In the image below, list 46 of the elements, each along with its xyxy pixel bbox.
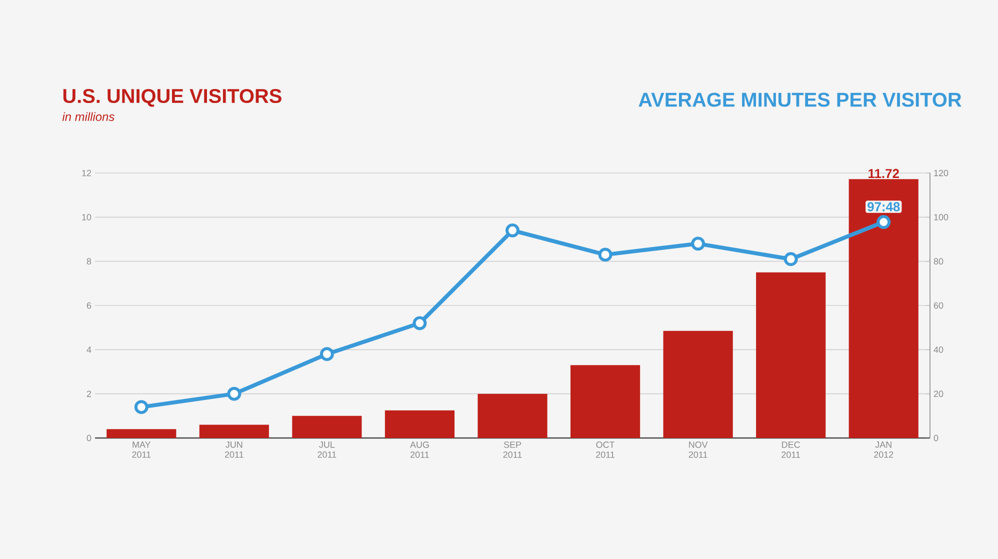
point [784, 252, 798, 266]
y-tick-label: 12 [82, 170, 92, 176]
y-tick-label: 10 [82, 214, 92, 220]
bar [663, 330, 733, 438]
y2-tick-label: 40 [934, 346, 944, 353]
x-tick-label: OCT 2011 [596, 442, 615, 458]
y-tick-label: 0 [86, 434, 92, 442]
x-tick-label: MAY 2011 [132, 442, 151, 458]
point [506, 223, 520, 238]
point [691, 236, 706, 251]
point [320, 347, 334, 362]
chart-subtitle: in millions [62, 112, 114, 121]
bar [478, 394, 548, 438]
bar [756, 272, 826, 438]
x-tick-label: SEP 2011 [503, 442, 522, 458]
bar [384, 410, 455, 438]
x-tick-label: AUG 2011 [410, 442, 429, 458]
x-tick-label: JUN 2011 [224, 442, 244, 458]
point [598, 248, 612, 262]
point [134, 400, 148, 414]
bar [848, 179, 918, 438]
point [412, 316, 427, 330]
bar [199, 424, 269, 438]
y2-tick-label: 0 [934, 434, 938, 442]
data-label: 97:48 [868, 202, 900, 212]
y-tick-label: 6 [86, 302, 92, 309]
bar [292, 416, 362, 438]
x-tick-label: DEC 2011 [782, 442, 800, 458]
point [876, 215, 891, 229]
x-tick-label: NOV 2011 [688, 442, 708, 458]
y2-tick-label: 60 [934, 302, 944, 309]
y2-axis-title: AVERAGE MINUTES PER VISITOR [638, 92, 962, 107]
y-tick-label: 2 [86, 390, 92, 397]
x-tick-label: JAN 2012 [874, 442, 894, 458]
y2-tick-label: 20 [934, 390, 944, 398]
bar [570, 365, 640, 438]
x-tick-label: JUL 2011 [318, 442, 336, 458]
point [227, 386, 242, 401]
y2-tick-label: 80 [934, 258, 944, 265]
y2-tick-label: 120 [934, 170, 948, 176]
bar [106, 429, 176, 438]
y2-tick-label: 100 [934, 214, 948, 220]
y-tick-label: 4 [86, 346, 92, 353]
y-axis-title: U.S. UNIQUE VISITORS [63, 88, 282, 107]
y-tick-label: 8 [86, 258, 92, 265]
data-label: 11.72 [868, 168, 899, 178]
